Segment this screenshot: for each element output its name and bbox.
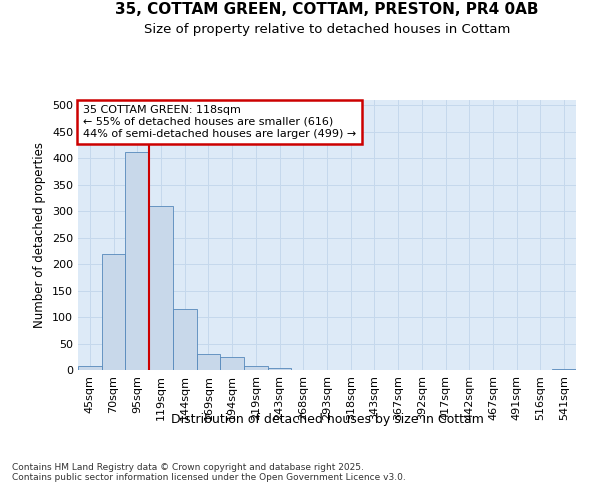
Text: Contains HM Land Registry data © Crown copyright and database right 2025.
Contai: Contains HM Land Registry data © Crown c… xyxy=(12,462,406,482)
Bar xyxy=(197,354,220,370)
Bar xyxy=(268,368,292,370)
Text: 35, COTTAM GREEN, COTTAM, PRESTON, PR4 0AB: 35, COTTAM GREEN, COTTAM, PRESTON, PR4 0… xyxy=(115,2,539,18)
Bar xyxy=(102,254,125,370)
Bar xyxy=(244,366,268,370)
Y-axis label: Number of detached properties: Number of detached properties xyxy=(34,142,46,328)
Text: 35 COTTAM GREEN: 118sqm
← 55% of detached houses are smaller (616)
44% of semi-d: 35 COTTAM GREEN: 118sqm ← 55% of detache… xyxy=(83,106,356,138)
Text: Size of property relative to detached houses in Cottam: Size of property relative to detached ho… xyxy=(144,22,510,36)
Bar xyxy=(173,309,197,370)
Bar xyxy=(220,357,244,370)
Bar xyxy=(149,206,173,370)
Bar xyxy=(78,366,102,370)
Text: Distribution of detached houses by size in Cottam: Distribution of detached houses by size … xyxy=(170,412,484,426)
Bar xyxy=(552,369,576,370)
Bar xyxy=(125,152,149,370)
